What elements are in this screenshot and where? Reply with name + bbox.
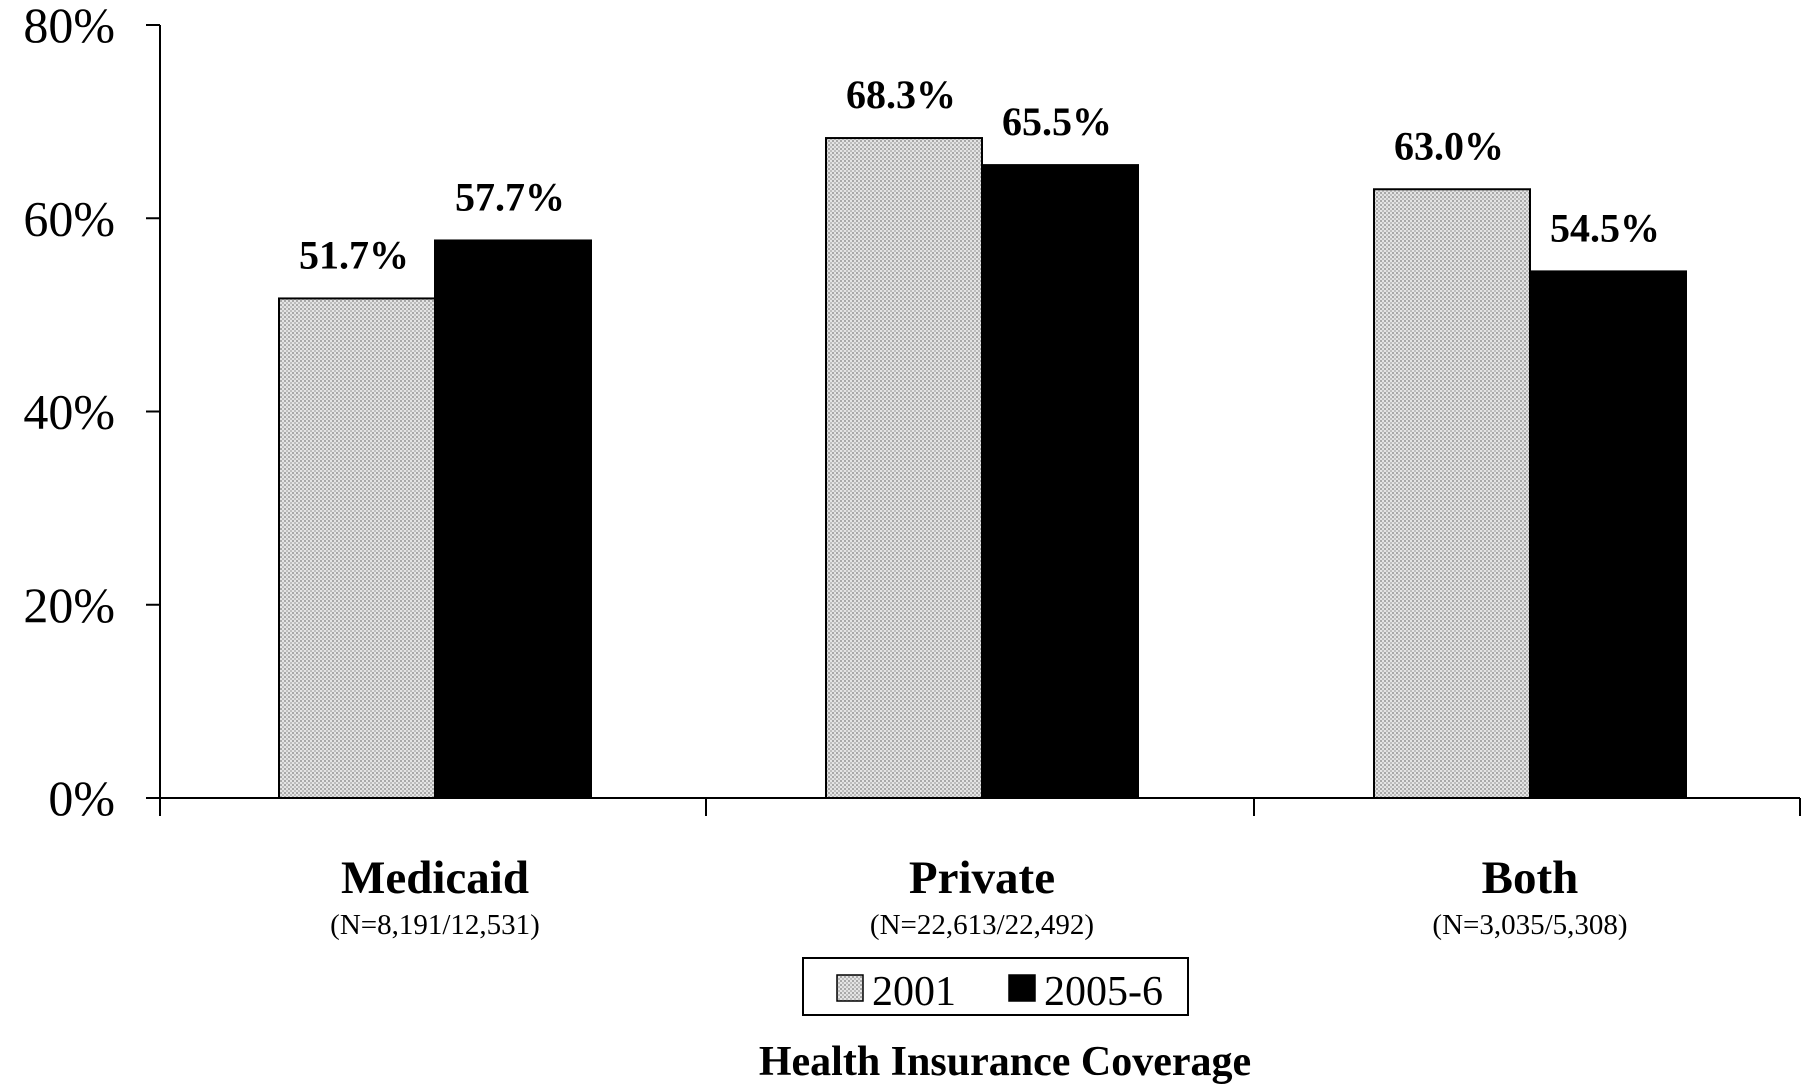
bar-private-2005-6 (981, 164, 1139, 799)
bar-both-2001 (1373, 188, 1531, 799)
legend: 2001 2005-6 (802, 957, 1189, 1016)
value-labels: 51.7% 57.7% 68.3% 65.5% 63.0% 54.5% (299, 72, 1660, 277)
data-label: 65.5% (1002, 99, 1112, 144)
y-tick-label: 0% (48, 770, 115, 826)
legend-label-2001: 2001 (872, 969, 956, 1015)
data-label: 63.0% (1394, 123, 1504, 168)
y-tick-label: 20% (23, 577, 115, 633)
bar-both-2005-6 (1529, 270, 1687, 799)
category-sample-size: (N=8,191/12,531) (330, 909, 540, 941)
legend-swatch-2001 (836, 974, 864, 1002)
y-tick-label: 80% (23, 0, 115, 53)
data-label: 54.5% (1550, 205, 1660, 250)
y-tick-label: 40% (23, 384, 115, 440)
bar-medicaid-2005-6 (434, 239, 592, 799)
category-sample-size: (N=3,035/5,308) (1432, 909, 1627, 941)
data-label: 57.7% (455, 174, 565, 219)
legend-box (802, 957, 1189, 1016)
data-label: 51.7% (299, 232, 409, 277)
legend-label-2005-6: 2005-6 (1044, 969, 1163, 1015)
legend-swatch-2005-6 (1008, 974, 1036, 1002)
category-labels: Medicaid (N=8,191/12,531) Private (N=22,613… (330, 852, 1627, 941)
category-label: Private (909, 852, 1055, 904)
bar-medicaid-2001 (278, 297, 436, 799)
y-tick-label: 60% (23, 190, 115, 246)
bar-private-2001 (825, 137, 983, 799)
category-label: Both (1482, 852, 1579, 904)
category-label: Medicaid (341, 852, 529, 904)
axes: 0% 20% 40% 60% 80% (23, 0, 1801, 826)
bars (278, 137, 1687, 799)
category-sample-size: (N=22,613/22,492) (870, 909, 1094, 941)
data-label: 68.3% (846, 72, 956, 117)
x-axis-title: Health Insurance Coverage (759, 1039, 1251, 1085)
